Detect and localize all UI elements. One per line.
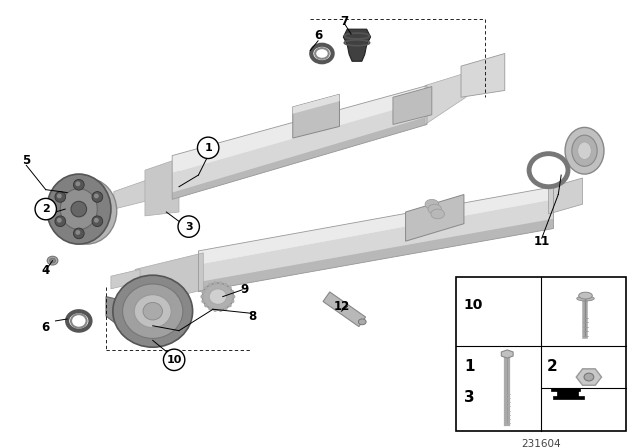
Polygon shape	[114, 178, 153, 209]
Text: 10: 10	[166, 355, 182, 365]
Circle shape	[92, 192, 102, 202]
Ellipse shape	[113, 275, 193, 347]
Circle shape	[213, 281, 217, 285]
Polygon shape	[461, 53, 505, 97]
Circle shape	[76, 181, 80, 186]
Polygon shape	[393, 86, 432, 125]
Circle shape	[219, 281, 223, 285]
Text: 11: 11	[534, 235, 550, 248]
Ellipse shape	[60, 189, 97, 229]
Text: 4: 4	[42, 264, 50, 277]
Circle shape	[76, 230, 80, 235]
Polygon shape	[172, 86, 427, 173]
Text: 5: 5	[22, 154, 31, 167]
Text: 1: 1	[204, 143, 212, 153]
Polygon shape	[501, 350, 513, 358]
Ellipse shape	[425, 199, 438, 209]
Ellipse shape	[56, 178, 116, 244]
Text: 9: 9	[240, 283, 248, 296]
Polygon shape	[576, 369, 602, 385]
Circle shape	[219, 308, 223, 312]
Circle shape	[230, 299, 234, 303]
Ellipse shape	[47, 256, 58, 265]
Text: 6: 6	[314, 30, 322, 43]
Polygon shape	[548, 178, 582, 214]
Ellipse shape	[431, 209, 445, 219]
Polygon shape	[425, 73, 466, 125]
Circle shape	[74, 228, 84, 239]
Circle shape	[35, 198, 56, 220]
Polygon shape	[172, 100, 427, 199]
Polygon shape	[172, 116, 427, 199]
Polygon shape	[198, 187, 554, 264]
Circle shape	[232, 295, 236, 298]
Circle shape	[198, 137, 219, 159]
Circle shape	[202, 299, 205, 303]
Text: 3: 3	[464, 389, 474, 405]
Polygon shape	[138, 282, 167, 292]
Circle shape	[200, 295, 204, 298]
Text: 7: 7	[340, 15, 348, 28]
Text: 231604: 231604	[522, 439, 561, 448]
Polygon shape	[323, 292, 365, 327]
Ellipse shape	[579, 292, 592, 299]
Polygon shape	[292, 95, 339, 138]
Text: 10: 10	[464, 298, 483, 312]
Circle shape	[71, 201, 86, 217]
Circle shape	[228, 286, 232, 290]
Polygon shape	[292, 95, 339, 114]
Circle shape	[230, 290, 234, 294]
Ellipse shape	[123, 284, 183, 338]
Ellipse shape	[209, 289, 227, 304]
Circle shape	[224, 306, 228, 310]
Circle shape	[57, 218, 61, 223]
Ellipse shape	[134, 295, 172, 328]
Ellipse shape	[47, 174, 111, 244]
Text: 3: 3	[185, 222, 193, 232]
Circle shape	[94, 194, 99, 198]
Circle shape	[55, 192, 66, 202]
Circle shape	[57, 194, 61, 198]
Polygon shape	[135, 253, 204, 306]
Ellipse shape	[565, 127, 604, 174]
Circle shape	[228, 303, 232, 307]
Circle shape	[204, 303, 208, 307]
Circle shape	[92, 216, 102, 227]
Text: 12: 12	[333, 300, 349, 313]
Text: 6: 6	[42, 321, 50, 334]
Bar	[456, 277, 627, 431]
Circle shape	[55, 216, 66, 227]
Text: 8: 8	[248, 310, 256, 323]
Polygon shape	[198, 199, 554, 292]
Circle shape	[163, 349, 185, 370]
Circle shape	[94, 218, 99, 223]
Polygon shape	[198, 219, 554, 292]
Circle shape	[208, 283, 212, 287]
Ellipse shape	[572, 135, 597, 166]
Ellipse shape	[50, 258, 56, 263]
Ellipse shape	[577, 296, 595, 301]
Polygon shape	[106, 297, 118, 326]
Polygon shape	[343, 29, 371, 61]
Ellipse shape	[578, 142, 591, 159]
Circle shape	[202, 290, 205, 294]
Polygon shape	[406, 194, 464, 241]
Circle shape	[74, 180, 84, 190]
Polygon shape	[145, 159, 179, 216]
Circle shape	[204, 286, 208, 290]
Ellipse shape	[428, 204, 442, 214]
Text: 1: 1	[464, 359, 474, 374]
Ellipse shape	[202, 283, 234, 310]
Circle shape	[208, 306, 212, 310]
Polygon shape	[111, 269, 140, 289]
Text: 2: 2	[547, 359, 558, 374]
Circle shape	[213, 308, 217, 312]
Ellipse shape	[358, 319, 366, 325]
Text: 2: 2	[42, 204, 50, 214]
Polygon shape	[551, 388, 584, 399]
Circle shape	[224, 283, 228, 287]
Ellipse shape	[584, 373, 594, 381]
Ellipse shape	[143, 302, 163, 320]
Circle shape	[178, 216, 200, 237]
